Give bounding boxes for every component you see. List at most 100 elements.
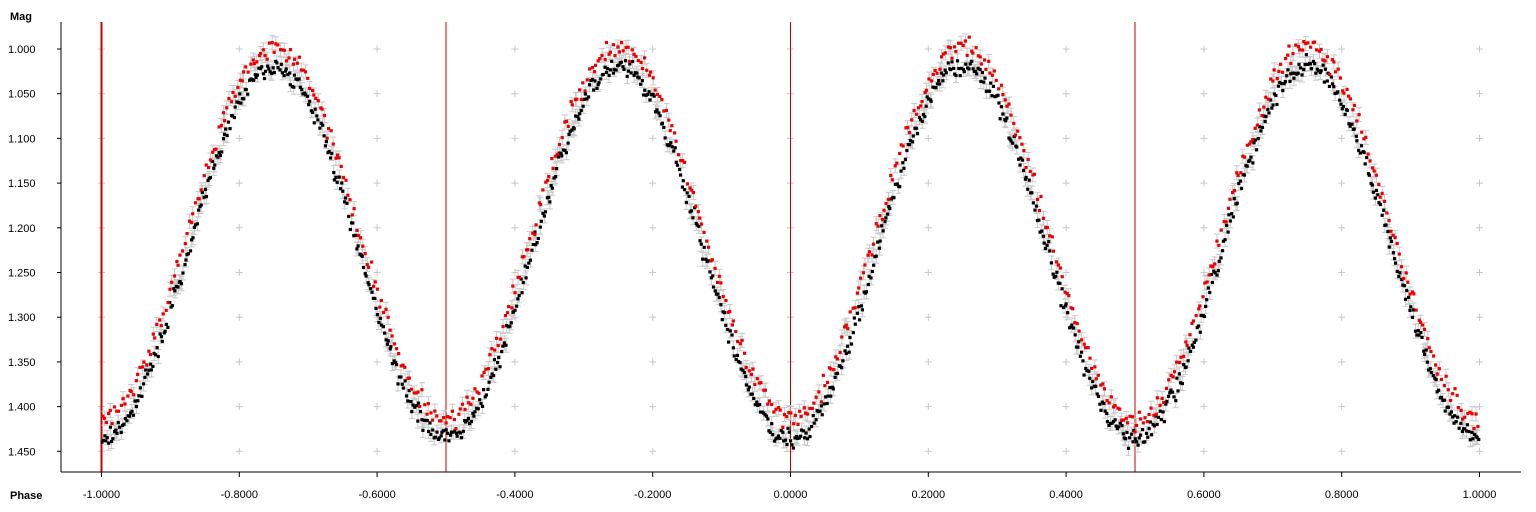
black-data-point (1144, 431, 1149, 435)
black-data-point (1387, 245, 1391, 249)
red-data-point (1164, 386, 1169, 391)
red-data-point (1271, 79, 1275, 83)
black-data-point (396, 382, 400, 386)
black-data-point (149, 368, 153, 372)
red-data-point (1427, 346, 1431, 350)
black-data-point (400, 382, 404, 386)
grid-plus-marker (1338, 269, 1346, 276)
red-data-point (1266, 97, 1270, 101)
black-data-point (1054, 274, 1058, 278)
black-data-point (1267, 111, 1271, 115)
black-data-point (136, 399, 140, 403)
black-data-point (1382, 208, 1386, 212)
red-data-point (378, 305, 382, 309)
black-data-point (1281, 89, 1285, 93)
black-data-point (479, 402, 483, 406)
black-data-point (1118, 421, 1122, 425)
red-data-point (555, 152, 560, 156)
black-data-point (549, 183, 553, 188)
black-data-point (416, 401, 421, 405)
black-data-point (767, 429, 771, 433)
x-axis-title: Phase (10, 490, 42, 502)
black-data-point (513, 308, 517, 312)
black-data-point (498, 365, 502, 369)
red-data-point (1317, 49, 1322, 53)
black-data-point (1030, 191, 1034, 195)
black-data-point (109, 439, 114, 444)
black-data-point (155, 346, 159, 350)
black-data-point (1096, 394, 1101, 399)
black-data-point (1371, 190, 1376, 194)
red-data-point (929, 79, 934, 83)
grid-plus-marker (1200, 358, 1208, 366)
black-data-point (1329, 75, 1333, 79)
black-data-point (779, 429, 783, 433)
red-data-point (233, 94, 237, 98)
black-data-point (812, 421, 816, 425)
black-data-point (1149, 433, 1154, 437)
black-data-point (292, 73, 297, 77)
black-data-point (964, 62, 968, 66)
red-data-point (667, 118, 671, 122)
red-data-point (777, 406, 781, 410)
black-data-point (1322, 80, 1326, 84)
black-data-point (1213, 271, 1217, 275)
black-data-point (1245, 164, 1249, 168)
black-data-point (921, 112, 926, 117)
black-data-point (951, 66, 956, 70)
red-data-point (564, 119, 569, 123)
red-data-point (630, 48, 634, 52)
black-data-point (465, 419, 469, 423)
black-data-point (1049, 261, 1053, 265)
red-data-point (448, 415, 452, 420)
black-data-point (428, 421, 432, 425)
black-data-point (607, 73, 611, 78)
grid-plus-marker (1062, 269, 1070, 276)
red-data-point (403, 365, 407, 369)
red-data-point (626, 45, 630, 49)
black-data-point (997, 101, 1001, 105)
black-data-point (566, 141, 570, 145)
black-data-point (1112, 419, 1116, 424)
black-data-point (472, 414, 476, 418)
black-data-point (1095, 392, 1099, 396)
black-data-point (284, 67, 288, 71)
black-data-point (1467, 429, 1471, 434)
black-data-point (1271, 103, 1275, 107)
black-data-point (1358, 151, 1362, 155)
black-data-point (758, 402, 762, 407)
black-data-point (1289, 72, 1293, 76)
black-data-point (795, 434, 799, 439)
black-data-point (1161, 410, 1165, 414)
red-data-point (433, 409, 437, 413)
red-data-point (706, 245, 711, 249)
black-data-point (1056, 281, 1060, 285)
black-data-point (762, 411, 766, 415)
black-data-point (787, 430, 791, 434)
black-data-point (275, 61, 279, 65)
grid-plus-marker (373, 179, 381, 187)
red-data-point (1328, 72, 1332, 77)
black-data-point (524, 276, 528, 280)
black-data-point (1306, 62, 1310, 67)
black-data-point (648, 98, 652, 102)
black-data-point (785, 442, 789, 447)
black-data-point (123, 416, 128, 421)
red-data-point (145, 363, 149, 367)
black-data-point (148, 362, 153, 366)
red-data-point (158, 318, 162, 322)
black-data-point (1011, 141, 1015, 145)
black-data-point (1219, 256, 1223, 260)
red-data-point (1050, 235, 1054, 239)
black-data-point (1365, 155, 1369, 160)
black-data-point (1386, 229, 1390, 234)
black-data-point (421, 428, 425, 432)
y-tick-label: 1.050 (8, 89, 36, 101)
red-data-point (1149, 406, 1153, 410)
black-data-point (1442, 398, 1447, 402)
black-data-point (447, 439, 451, 443)
black-data-point (809, 424, 814, 429)
red-data-point (1330, 58, 1334, 62)
black-data-point (345, 201, 349, 206)
black-data-point (852, 316, 856, 320)
